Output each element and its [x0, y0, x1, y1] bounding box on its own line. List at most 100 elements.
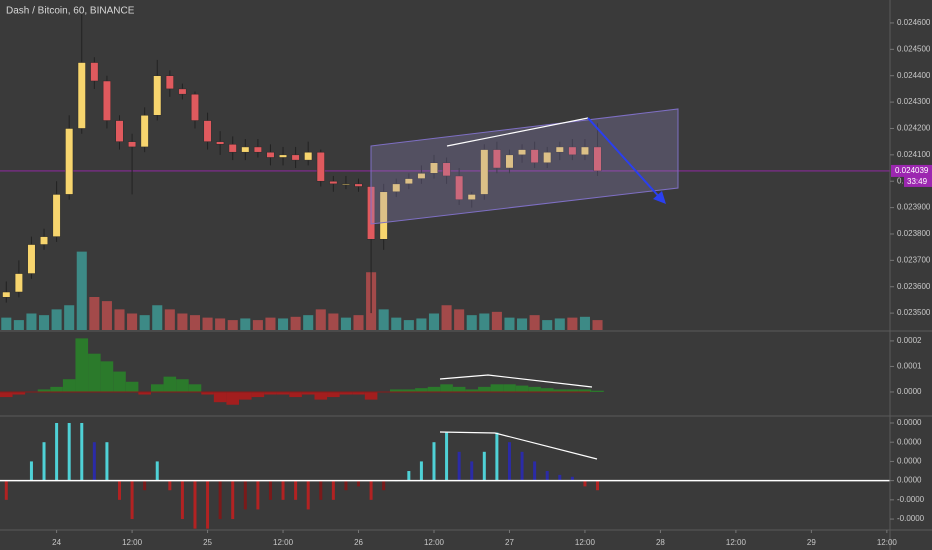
histogram-bar — [268, 480, 272, 500]
volume-bar — [517, 318, 528, 330]
volume-bar — [491, 311, 502, 330]
x-tick-label: 27 — [505, 538, 514, 547]
histogram-bar — [545, 471, 549, 481]
volume-bar — [441, 305, 452, 330]
y-tick-label: 0.024400 — [897, 71, 931, 80]
histogram-bar — [583, 480, 587, 487]
candle-body — [52, 194, 61, 237]
volume-bar — [89, 297, 100, 330]
volume-bar — [177, 313, 188, 330]
histogram-bar — [382, 480, 386, 491]
histogram-bar — [344, 480, 348, 491]
x-tick-label: 24 — [52, 538, 61, 547]
candle-body — [14, 273, 23, 293]
y-tick-label: 0.023700 — [897, 255, 931, 264]
volume-bar — [479, 313, 490, 330]
volume-bar — [252, 320, 263, 330]
oscillator-area — [75, 338, 89, 392]
y-tick-label: -0.0000 — [897, 514, 925, 523]
volume-bar — [466, 315, 477, 330]
oscillator-area — [440, 384, 453, 392]
y-tick-label: 0.0001 — [897, 362, 922, 371]
volume-bar — [315, 309, 326, 330]
candle-body — [304, 151, 313, 161]
volume-bar — [290, 316, 301, 330]
chart-title: Dash / Bitcoin, 60, BINANCE — [6, 6, 135, 17]
histogram-bar — [55, 422, 59, 481]
histogram-bar — [570, 476, 574, 481]
candle-body — [442, 162, 451, 177]
oscillator-area — [578, 389, 592, 392]
y-tick-label: 0.024300 — [897, 97, 931, 106]
candle-body — [241, 146, 250, 153]
trend-line — [446, 117, 589, 147]
oscillator-area — [37, 389, 51, 392]
volume-bar — [1, 317, 12, 330]
oscillator-area — [352, 391, 365, 395]
price-label-box — [891, 164, 932, 177]
oscillator-area — [591, 390, 604, 392]
oscillator-area — [188, 384, 202, 392]
y-tick-label: 0.024100 — [897, 150, 931, 159]
oscillator-area — [213, 391, 227, 403]
oscillator-area — [62, 379, 76, 392]
oscillator-area — [515, 385, 529, 392]
oscillator-area — [226, 391, 240, 405]
histogram-bar — [445, 432, 449, 481]
volume-bar — [378, 309, 389, 330]
volume-bar — [391, 317, 402, 330]
volume-bar — [51, 309, 62, 330]
oscillator-area — [427, 386, 441, 392]
volume-bar — [567, 317, 578, 330]
histogram-bar — [306, 480, 310, 510]
volume-bar — [428, 313, 440, 330]
candle-body — [203, 120, 212, 142]
divergence-line — [439, 431, 598, 460]
oscillator-area — [239, 391, 252, 400]
marks — [0, 12, 890, 529]
volume-bar — [542, 320, 553, 330]
y-tick-label: 0.0000 — [897, 418, 922, 427]
oscillator-area — [163, 376, 177, 392]
candle-body — [165, 75, 174, 90]
histogram-bar — [432, 442, 436, 481]
oscillator-area — [327, 391, 340, 398]
candle-body — [555, 146, 564, 153]
candle-body — [291, 154, 300, 161]
x-tick-label: 12:00 — [575, 538, 596, 547]
candle-body — [90, 62, 99, 82]
candle-body — [316, 151, 325, 182]
oscillator-area — [276, 391, 290, 395]
candle-body — [40, 236, 49, 245]
y-tick-label: 0.0000 — [897, 387, 922, 396]
histogram-bar — [407, 471, 411, 481]
candle-body — [27, 244, 36, 274]
histogram-bar — [294, 480, 298, 500]
y-tick-label: 0.023600 — [897, 282, 931, 291]
oscillator-area — [339, 391, 353, 395]
x-tick-label: 26 — [354, 538, 363, 547]
candle-body — [467, 194, 476, 200]
histogram-bar — [193, 480, 197, 529]
oscillator-area — [566, 389, 579, 392]
oscillator-area — [389, 389, 403, 392]
histogram-bar — [596, 480, 600, 491]
oscillator-area — [301, 391, 315, 395]
candle-body — [115, 120, 124, 142]
histogram-bar — [143, 480, 147, 491]
price-label: 0.024039 — [895, 166, 929, 175]
histogram-bar — [495, 432, 499, 481]
x-tick-label: 25 — [203, 538, 212, 547]
histogram-bar — [218, 480, 222, 520]
oscillator-area — [50, 386, 63, 392]
volume-bar — [38, 315, 50, 330]
volume-bar — [265, 317, 276, 330]
volume-bar — [303, 315, 314, 330]
histogram-bar — [168, 480, 172, 491]
oscillator-area — [176, 379, 189, 392]
candle-body — [543, 151, 552, 164]
candle-body — [505, 154, 514, 169]
